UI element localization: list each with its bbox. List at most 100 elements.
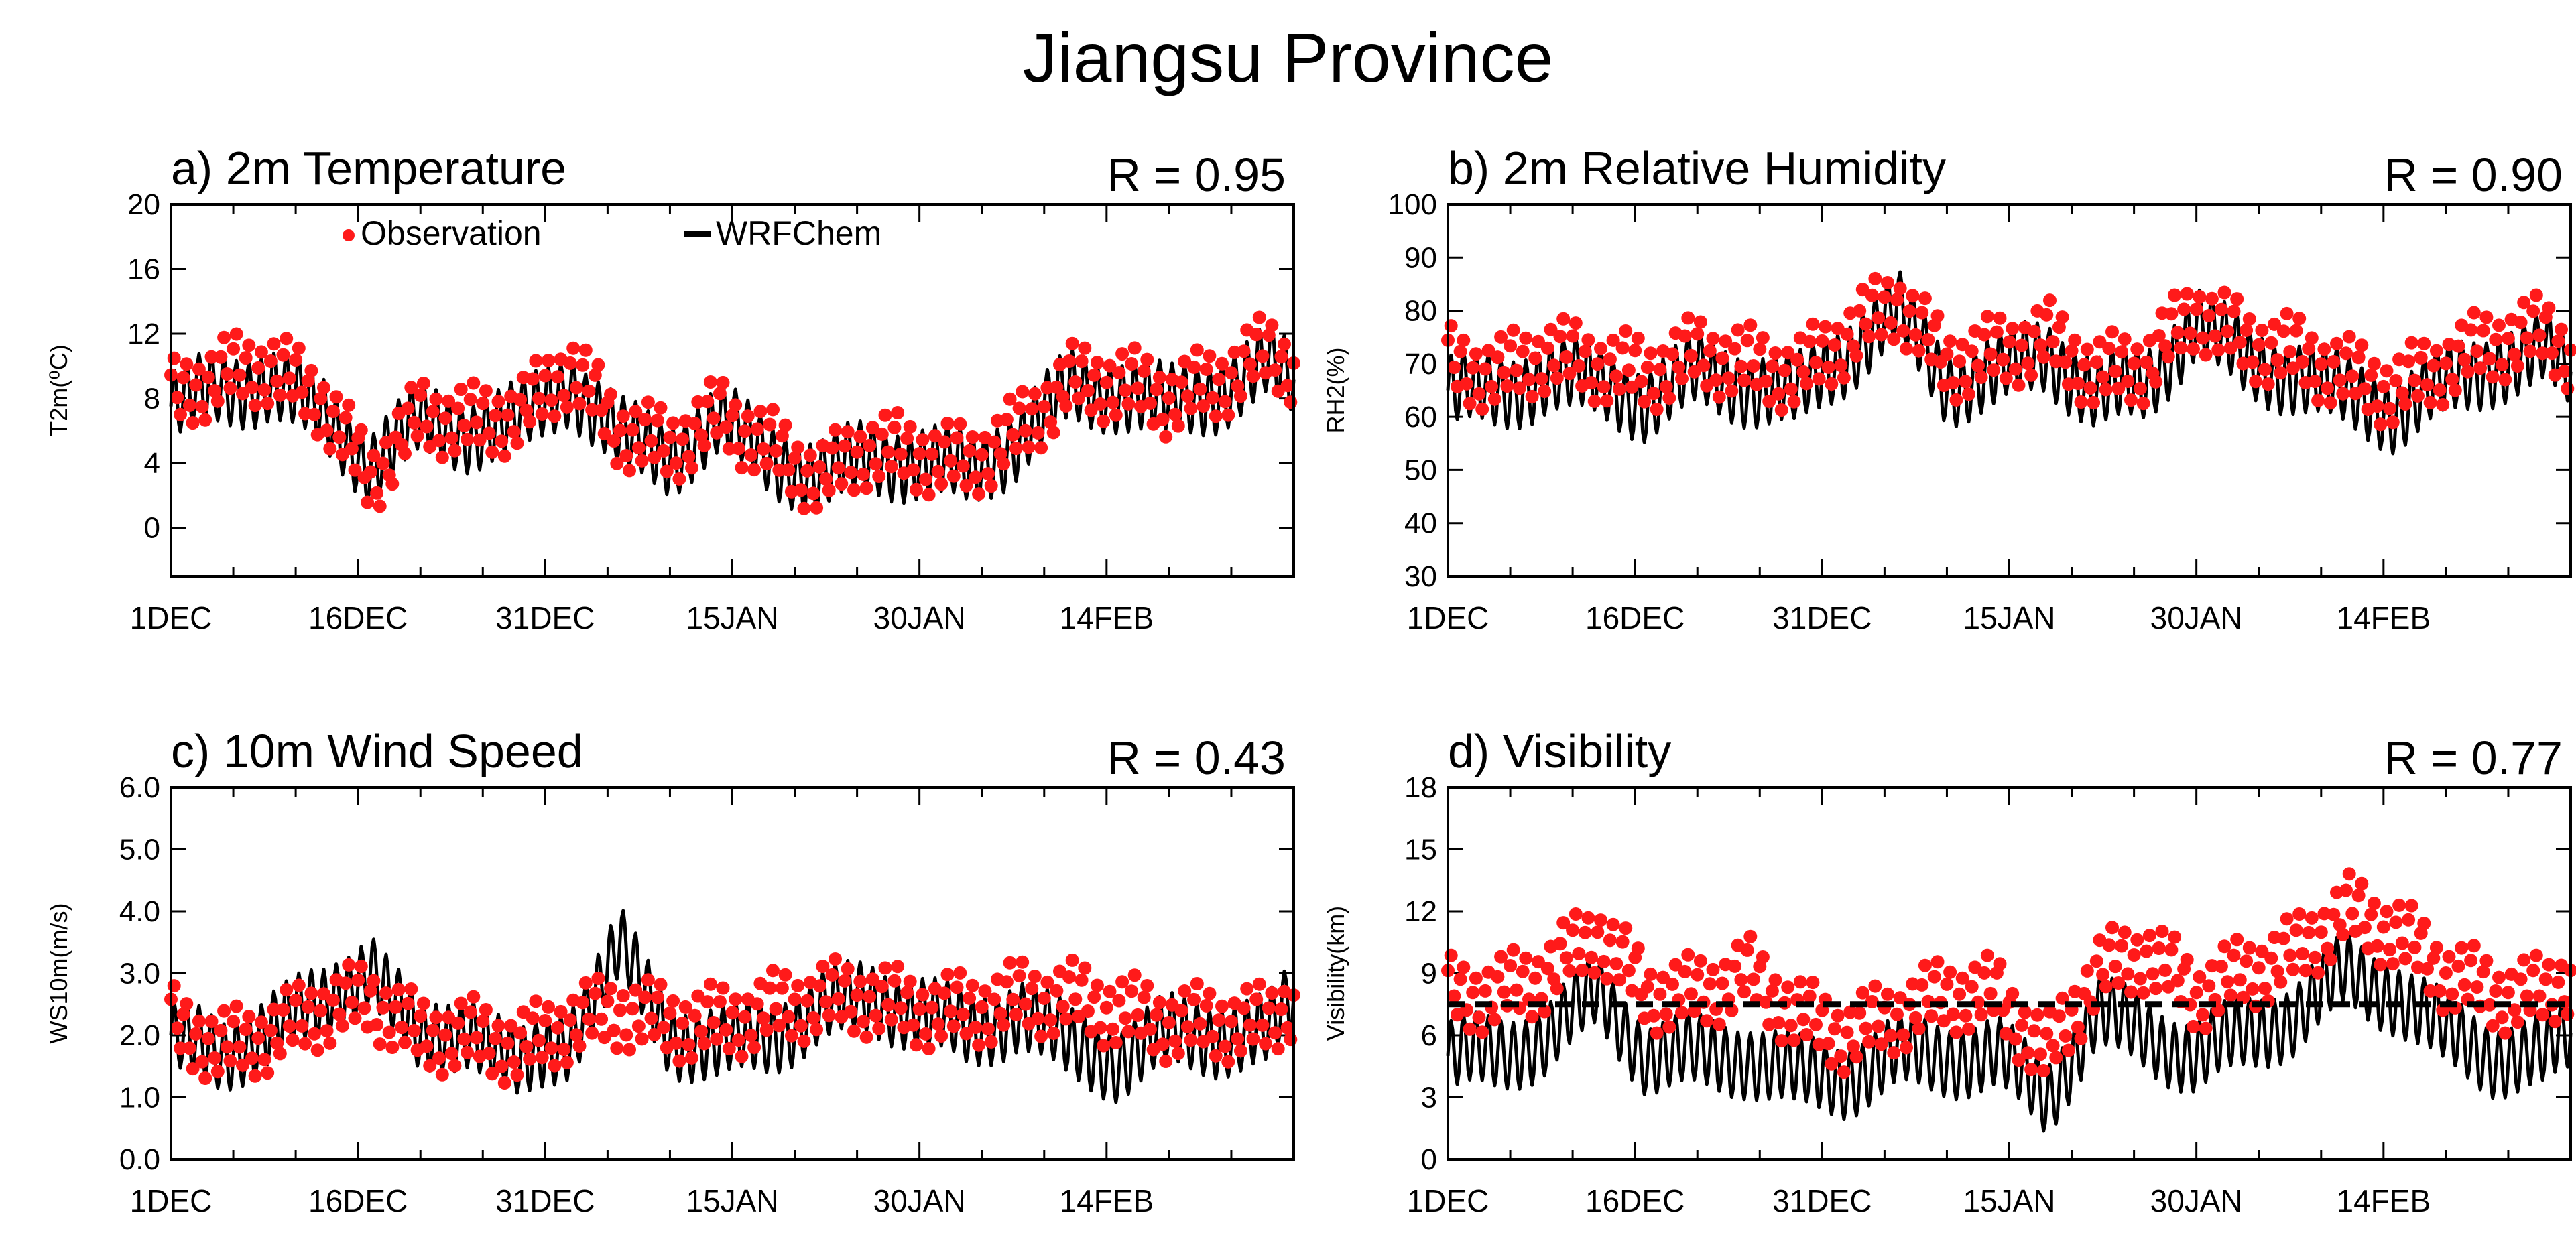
observation-point: [2183, 326, 2197, 340]
observation-point: [1144, 396, 1157, 410]
observation-point: [1531, 334, 1545, 348]
observation-point: [401, 996, 415, 1010]
observation-point: [1262, 1001, 1276, 1015]
observation-point: [267, 1002, 281, 1017]
observation-point: [2015, 338, 2029, 352]
observation-point: [2327, 907, 2341, 921]
observation-point: [850, 988, 864, 1002]
observation-point: [1827, 338, 1841, 352]
model-series-line: [1446, 933, 2573, 1133]
observation-point: [2046, 335, 2060, 349]
observation-point: [1977, 966, 1991, 980]
observation-point: [744, 448, 758, 462]
observation-point: [1240, 982, 1254, 996]
observation-point: [1137, 990, 1151, 1004]
observation-point: [1059, 399, 1073, 413]
observation-point: [1193, 1017, 1207, 1031]
observation-point: [1487, 392, 1501, 406]
observation-point: [1662, 1020, 1676, 1034]
observation-point: [719, 420, 733, 434]
observation-point: [2420, 962, 2434, 976]
observation-point: [2133, 972, 2147, 986]
observation-point: [1747, 359, 1760, 373]
observation-point: [578, 976, 593, 990]
observation-point: [1893, 281, 1907, 296]
observation-point: [1600, 394, 1614, 408]
observation-point: [1453, 972, 1467, 986]
observation-point: [856, 1015, 870, 1029]
observation-point: [1666, 977, 1679, 991]
observation-point: [204, 1015, 219, 1028]
observation-point: [2008, 1032, 2022, 1046]
observation-point: [1772, 387, 1786, 401]
observation-point: [354, 423, 368, 437]
observation-point: [1090, 978, 1104, 992]
y-tick-label: 15: [1404, 834, 1437, 866]
observation-point: [242, 1010, 256, 1023]
observation-point: [2367, 897, 2381, 910]
observation-point: [987, 435, 1001, 449]
observation-point: [750, 997, 764, 1011]
observation-point: [953, 966, 967, 980]
observation-point: [735, 1049, 749, 1063]
observation-point: [1759, 375, 1773, 388]
observation-point: [1093, 1021, 1107, 1035]
x-tick-label: 30JAN: [2150, 600, 2243, 635]
observation-point: [2411, 389, 2425, 403]
observation-point: [750, 422, 764, 436]
observation-point: [2414, 350, 2428, 365]
observation-point: [1837, 1065, 1851, 1080]
observation-point: [2523, 344, 2537, 358]
y-tick-label: 8: [144, 383, 160, 415]
observation-point: [1190, 977, 1204, 990]
observation-point: [844, 466, 858, 480]
observation-point: [1174, 1004, 1188, 1018]
observation-point: [1740, 334, 1754, 348]
observation-point: [782, 463, 796, 477]
observation-point: [1603, 352, 1617, 367]
observation-point: [2214, 960, 2228, 974]
observation-point: [198, 413, 212, 427]
observation-point: [1206, 391, 1219, 405]
observation-point: [1656, 970, 1670, 984]
observation-point: [1274, 1002, 1288, 1016]
observation-point: [242, 338, 256, 352]
observation-point: [2529, 288, 2543, 302]
observation-point: [182, 398, 196, 412]
observation-point: [1112, 994, 1126, 1008]
observation-point: [1884, 1029, 1898, 1043]
observation-point: [1924, 1009, 1939, 1023]
observation-point: [1187, 360, 1201, 374]
observation-point: [1519, 331, 1533, 345]
observation-point: [332, 1007, 347, 1021]
observation-point: [2292, 907, 2307, 921]
observation-point: [1993, 311, 2007, 325]
observation-point: [2034, 338, 2047, 352]
observation-point: [2049, 1051, 2063, 1065]
observation-point: [1974, 370, 1988, 384]
observation-point: [1485, 379, 1499, 393]
observation-point: [2080, 964, 2094, 978]
observation-point: [1940, 977, 1954, 991]
observation-point: [473, 433, 487, 447]
observation-point: [2189, 302, 2203, 316]
observation-point: [504, 1019, 518, 1033]
observation-point: [1152, 371, 1166, 385]
observation-point: [1044, 1013, 1058, 1027]
observation-point: [2498, 1026, 2512, 1040]
observation-point: [2199, 348, 2213, 362]
observation-point: [385, 1041, 400, 1054]
observation-point: [2217, 939, 2231, 954]
observation-point: [1159, 430, 1173, 444]
observation-point: [810, 1023, 824, 1037]
observation-point: [2270, 964, 2284, 978]
observation-point: [476, 1015, 490, 1028]
observation-point: [2295, 947, 2309, 960]
observation-point: [2214, 302, 2228, 316]
observation-point: [2542, 301, 2556, 315]
observation-point: [2240, 323, 2254, 337]
observation-point: [2289, 324, 2303, 338]
observation-point: [1531, 955, 1545, 969]
observation-point: [831, 992, 845, 1006]
observation-point: [591, 972, 605, 985]
